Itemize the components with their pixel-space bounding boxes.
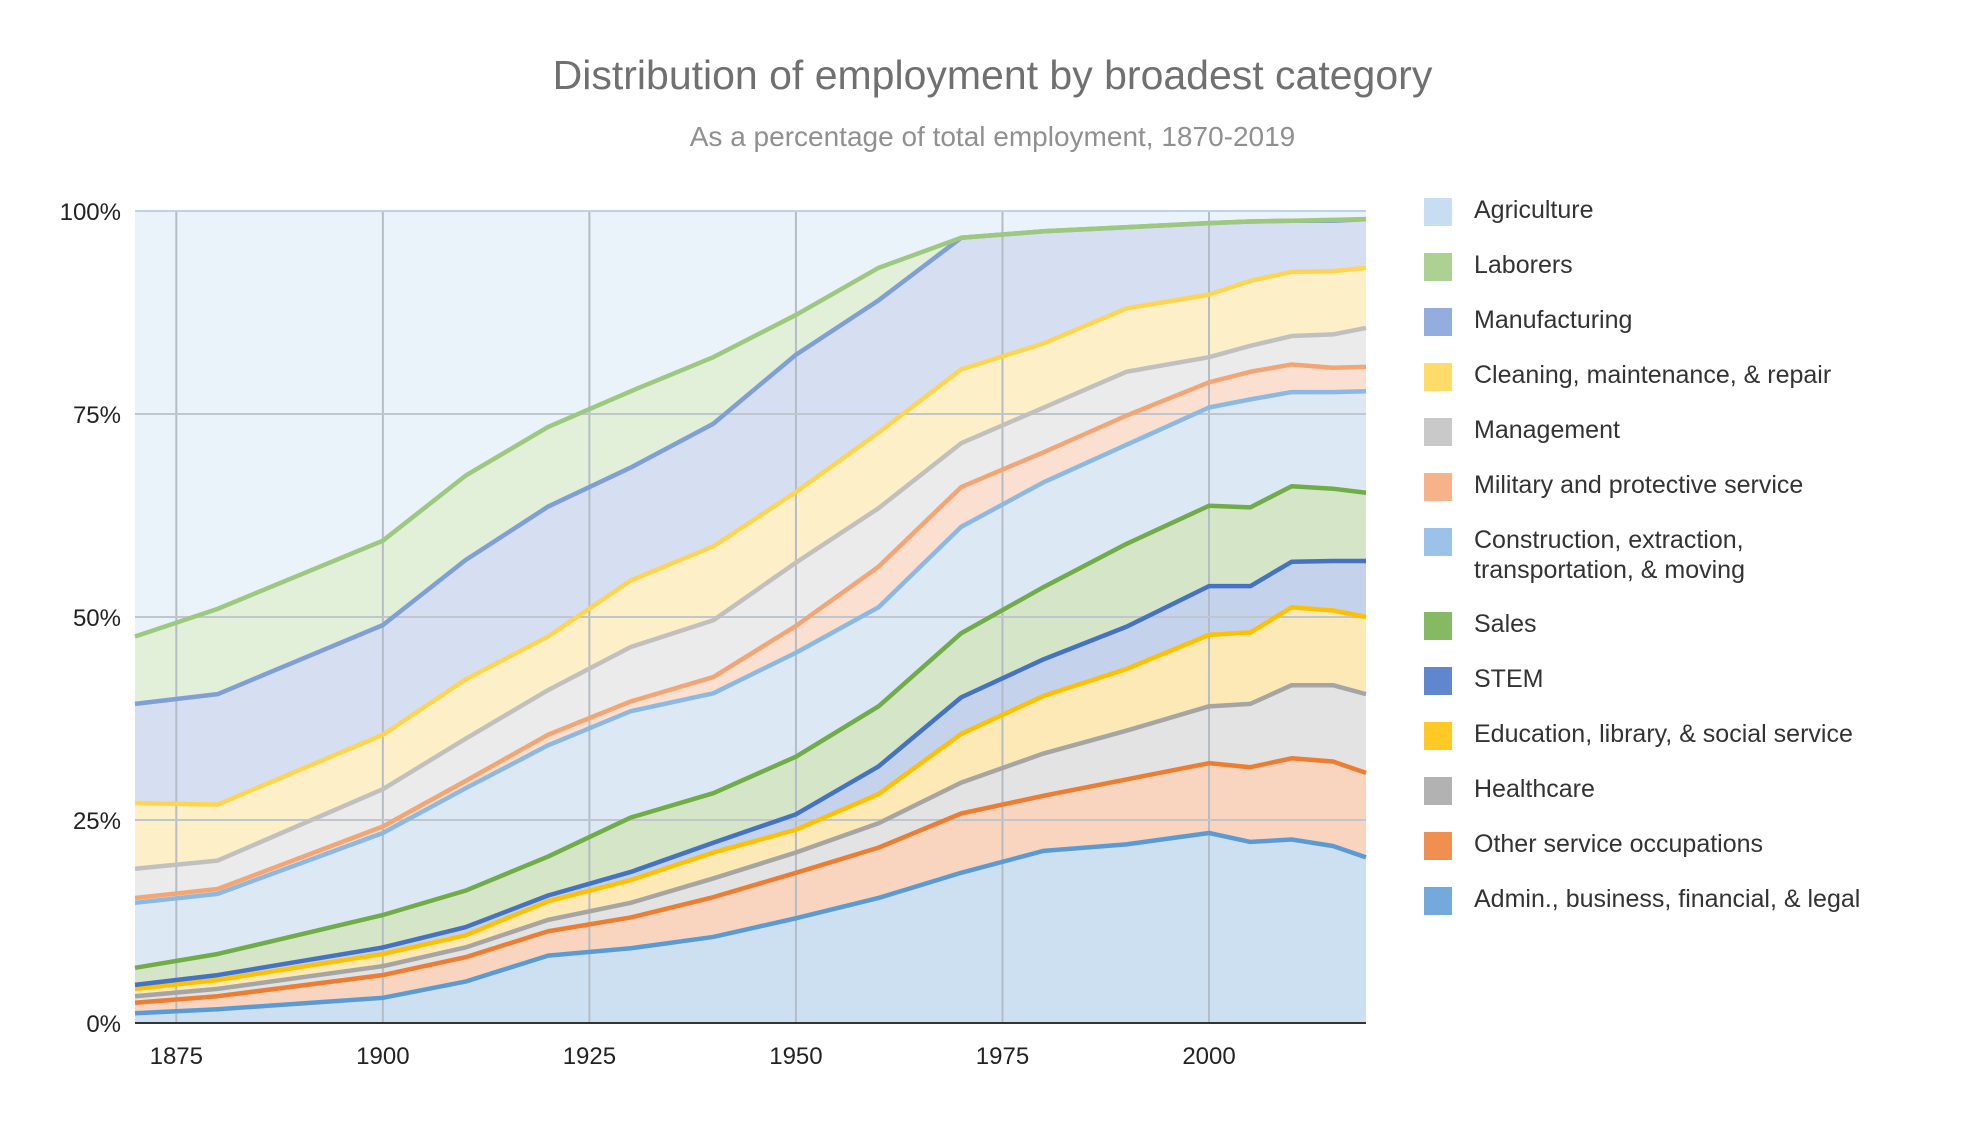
x-tick-label: 1950 bbox=[769, 1043, 822, 1070]
y-tick-label: 100% bbox=[60, 199, 121, 226]
series-line-5 bbox=[134, 484, 1367, 971]
legend-swatch bbox=[1424, 418, 1452, 446]
chart-title: Distribution of employment by broadest c… bbox=[552, 52, 1433, 98]
series-line-8 bbox=[134, 325, 1367, 871]
series-line-7 bbox=[134, 362, 1367, 901]
legend-label: Military and protective service bbox=[1474, 471, 1804, 499]
x-tick-label: 2000 bbox=[1182, 1043, 1235, 1070]
legend-swatch bbox=[1424, 198, 1452, 226]
area-5 bbox=[135, 486, 1366, 985]
x-tick-label: 1875 bbox=[150, 1043, 203, 1070]
legend-label: Education, library, & social service bbox=[1474, 720, 1853, 748]
legend-swatch bbox=[1424, 528, 1452, 556]
legend-swatch bbox=[1424, 832, 1452, 860]
legend-label: Manufacturing bbox=[1474, 306, 1633, 334]
legend-label: Management bbox=[1474, 416, 1620, 444]
y-tick-label: 25% bbox=[73, 808, 121, 835]
area-11 bbox=[135, 219, 1366, 704]
legend-label: Other service occupations bbox=[1474, 830, 1764, 858]
legend-label: Admin., business, financial, & legal bbox=[1474, 885, 1861, 913]
legend-swatch bbox=[1424, 612, 1452, 640]
series-line-0 bbox=[134, 830, 1367, 1016]
x-tick-label: 1975 bbox=[976, 1043, 1029, 1070]
area-4 bbox=[135, 560, 1366, 989]
area-9 bbox=[135, 267, 1366, 869]
legend-swatch bbox=[1424, 253, 1452, 281]
area-10 bbox=[135, 219, 1366, 805]
area-3 bbox=[135, 607, 1366, 997]
series-line-6 bbox=[134, 389, 1367, 906]
series-line-11 bbox=[134, 216, 1367, 639]
legend-swatch bbox=[1424, 363, 1452, 391]
series-line-3 bbox=[134, 605, 1367, 992]
y-tick-label: 0% bbox=[86, 1011, 121, 1038]
area-1 bbox=[135, 758, 1366, 1014]
area-2 bbox=[135, 685, 1366, 1003]
legend-swatch bbox=[1424, 887, 1452, 915]
legend-label: Cleaning, maintenance, & repair bbox=[1474, 361, 1832, 389]
legend-label: Laborers bbox=[1474, 251, 1573, 279]
chart-subtitle: As a percentage of total employment, 187… bbox=[689, 121, 1296, 152]
legend-label: Construction, extraction, transportation… bbox=[1474, 526, 1745, 584]
area-6 bbox=[135, 391, 1366, 968]
series-line-1 bbox=[134, 756, 1367, 1005]
legend-label: Agriculture bbox=[1474, 196, 1594, 224]
x-tick-label: 1925 bbox=[563, 1043, 616, 1070]
legend-swatch bbox=[1424, 722, 1452, 750]
legend-label: Healthcare bbox=[1474, 775, 1595, 803]
series-line-4 bbox=[134, 558, 1366, 988]
legend-label: Sales bbox=[1474, 610, 1537, 638]
series-line-9 bbox=[134, 265, 1367, 807]
series-line-2 bbox=[134, 682, 1367, 999]
area-12 bbox=[135, 211, 1366, 637]
y-tick-label: 50% bbox=[73, 605, 121, 632]
x-tick-label: 1900 bbox=[356, 1043, 409, 1070]
y-tick-label: 75% bbox=[73, 402, 121, 429]
legend-label: STEM bbox=[1474, 665, 1544, 693]
legend-swatch bbox=[1424, 473, 1452, 501]
area-8 bbox=[135, 327, 1366, 898]
legend-swatch bbox=[1424, 308, 1452, 336]
legend-swatch bbox=[1424, 777, 1452, 805]
legend-swatch bbox=[1424, 667, 1452, 695]
area-0 bbox=[135, 832, 1366, 1023]
